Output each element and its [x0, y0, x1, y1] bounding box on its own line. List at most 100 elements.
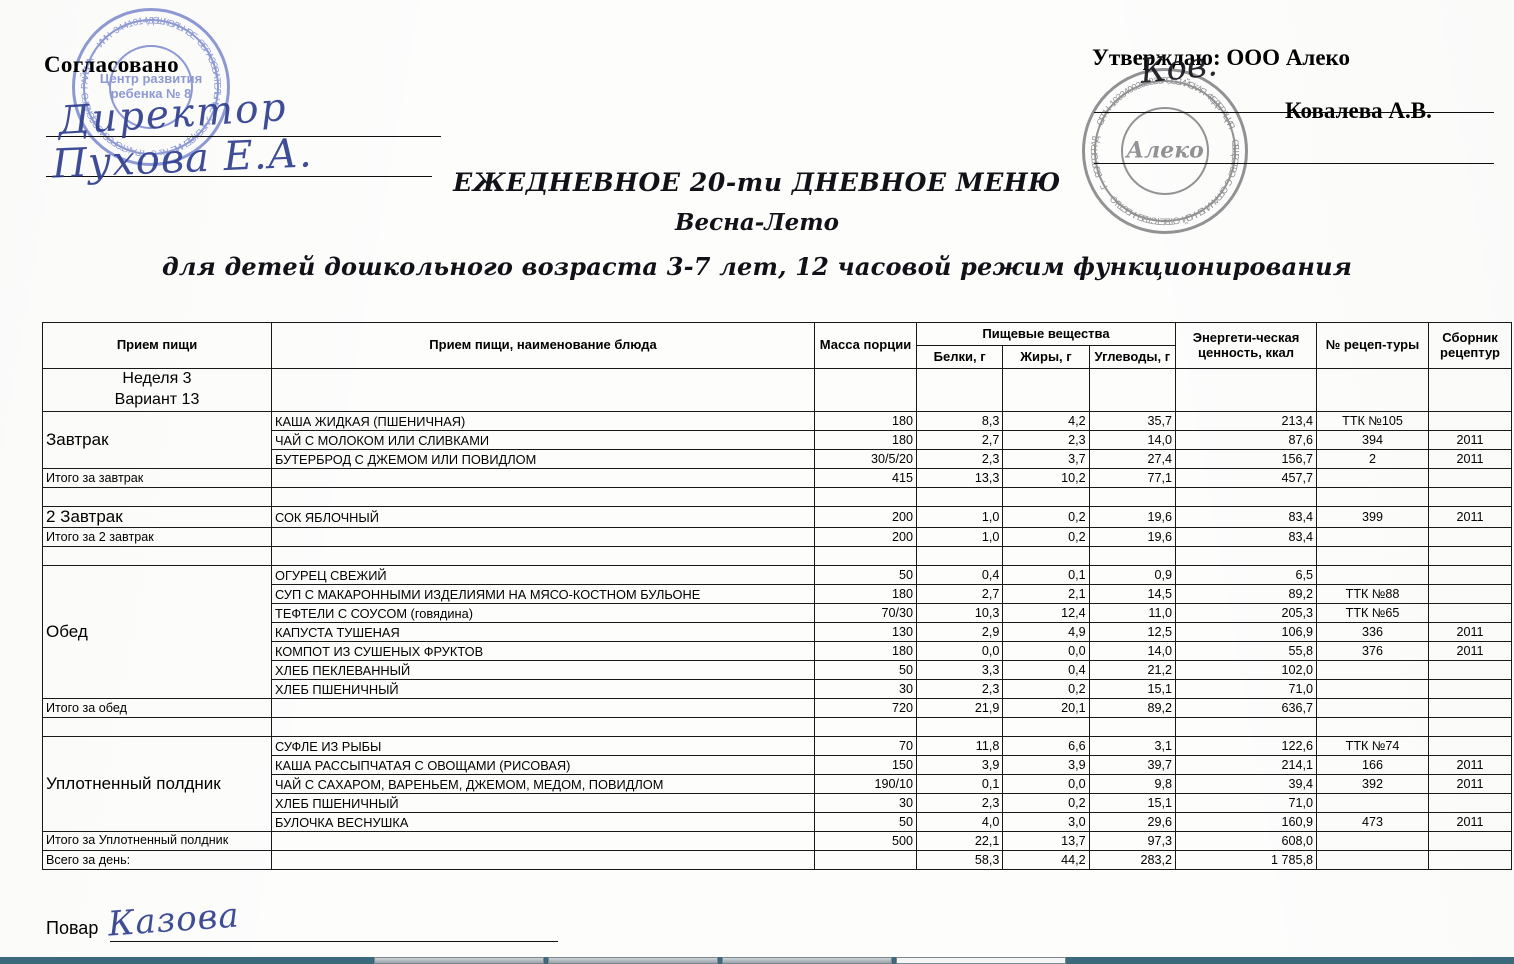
recipe-no-cell: 399 [1316, 506, 1429, 528]
empty-cell [1088, 717, 1177, 737]
recipe-no-cell: ТТК №74 [1316, 736, 1429, 756]
dish-name-cell: ХЛЕБ ПЕКЛЕВАННЫЙ [271, 660, 815, 680]
carbs-cell: 14,5 [1088, 584, 1177, 604]
fat-total-cell: 20,1 [1002, 698, 1090, 718]
dish-name-cell: ХЛЕБ ПШЕНИЧНЫЙ [271, 679, 815, 699]
portion-mass-cell: 50 [814, 660, 917, 680]
col-header-protein: Белки, г [915, 345, 1004, 369]
empty-cell [1175, 368, 1317, 412]
dish-name-cell: БУТЕРБРОД С ДЖЕМОМ ИЛИ ПОВИДЛОМ [271, 449, 815, 469]
recipe-book-cell: 2011 [1428, 430, 1512, 450]
empty-cell [1428, 717, 1512, 737]
authorized-by-name: Ковалева А.В. [1285, 98, 1432, 123]
energy-cell: 156,7 [1175, 449, 1317, 469]
empty-cell [1428, 546, 1512, 566]
menu-row: КАША РАССЫПЧАТАЯ С ОВОЩАМИ (РИСОВАЯ) 150 3… [43, 755, 1512, 775]
energy-cell: 71,0 [1175, 679, 1317, 699]
taskbar-window-button[interactable] [722, 957, 892, 964]
energy-total-cell: 83,4 [1175, 527, 1317, 547]
empty-cell [271, 468, 815, 488]
taskbar-start-area[interactable] [0, 957, 372, 964]
protein-cell: 2,7 [915, 430, 1004, 450]
portion-mass-total-cell: 415 [814, 468, 917, 488]
carbs-cell: 14,0 [1088, 641, 1177, 661]
os-taskbar[interactable] [0, 957, 1514, 964]
carbs-total-cell: 77,1 [1088, 468, 1177, 488]
dish-name-cell: КАША РАССЫПЧАТАЯ С ОВОЩАМИ (РИСОВАЯ) [271, 755, 815, 775]
menu-table-body: Неделя 3 Вариант 13 Завтрак КАША ЖИДКАЯ (ПШ… [42, 368, 1512, 870]
taskbar-window-button[interactable] [548, 957, 718, 964]
dish-name-cell: ЧАЙ С САХАРОМ, ВАРЕНЬЕМ, ДЖЕМОМ, МЕДОМ, … [271, 774, 815, 794]
col-header-fat: Жиры, г [1002, 345, 1090, 369]
recipe-no-cell: 392 [1316, 774, 1429, 794]
portion-mass-cell: 130 [814, 622, 917, 642]
meal-name-cell: Завтрак [42, 411, 272, 469]
empty-cell [271, 368, 815, 412]
portion-mass-cell: 30 [814, 679, 917, 699]
recipe-book-cell: 2011 [1428, 449, 1512, 469]
portion-mass-cell: 150 [814, 755, 917, 775]
recipe-no-cell: 473 [1316, 812, 1429, 832]
recipe-book-cell [1428, 679, 1512, 699]
protein-cell: 8,3 [915, 411, 1004, 431]
dish-name-cell: КОМПОТ ИЗ СУШЕНЫХ ФРУКТОВ [271, 641, 815, 661]
section-total-label: Итого за завтрак [42, 468, 272, 488]
section-total-row: Итого за обед 720 21,9 20,1 89,2 636,7 [42, 698, 1512, 718]
empty-cell [915, 368, 1004, 412]
fat-cell: 3,7 [1002, 449, 1090, 469]
protein-cell: 2,3 [915, 679, 1004, 699]
protein-total-cell: 1,0 [915, 527, 1004, 547]
energy-cell: 71,0 [1175, 793, 1317, 813]
protein-cell: 2,7 [915, 584, 1004, 604]
portion-mass-total-cell: 720 [814, 698, 917, 718]
handwritten-signature-cook: Казова [106, 895, 241, 945]
portion-mass-cell: 180 [814, 641, 917, 661]
empty-cell [1316, 487, 1429, 507]
portion-mass-cell: 180 [814, 411, 917, 431]
dish-name-cell: СУФЛЕ ИЗ РЫБЫ [271, 736, 815, 756]
carbs-cell: 12,5 [1088, 622, 1177, 642]
protein-cell: 3,3 [915, 660, 1004, 680]
recipe-no-cell: ТТК №88 [1316, 584, 1429, 604]
col-header-nutrients: Пищевые вещества [916, 322, 1176, 346]
taskbar-tray-area[interactable] [1068, 957, 1514, 964]
fat-total-cell: 10,2 [1002, 468, 1090, 488]
signature-rule-left-2 [46, 176, 432, 177]
empty-cell [1316, 368, 1429, 412]
empty-cell [271, 487, 815, 507]
portion-mass-cell: 70/30 [814, 603, 917, 623]
section-total-row: Итого за 2 завтрак 200 1,0 0,2 19,6 83,4 [42, 527, 1512, 547]
energy-total-cell: 457,7 [1175, 468, 1317, 488]
fat-cell: 2,3 [1002, 430, 1090, 450]
fat-cell: 0,2 [1002, 793, 1090, 813]
energy-cell: 39,4 [1175, 774, 1317, 794]
protein-cell: 0,4 [915, 565, 1004, 585]
dish-name-cell: ХЛЕБ ПШЕНИЧНЫЙ [271, 793, 815, 813]
energy-cell: 160,9 [1175, 812, 1317, 832]
recipe-book-cell [1428, 527, 1512, 547]
empty-cell [1316, 717, 1429, 737]
energy-cell: 102,0 [1175, 660, 1317, 680]
taskbar-window-button[interactable] [374, 957, 544, 964]
empty-cell [1316, 546, 1429, 566]
recipe-no-cell [1316, 698, 1429, 718]
recipe-no-cell [1316, 831, 1429, 851]
menu-row: КАПУСТА ТУШЕНАЯ 130 2,9 4,9 12,5 106,9 336 2011 [43, 622, 1512, 642]
portion-mass-cell: 190/10 [814, 774, 917, 794]
protein-cell: 3,9 [915, 755, 1004, 775]
menu-table: Прием пищи Прием пищи, наименование блюд… [42, 322, 1512, 870]
recipe-book-cell [1428, 850, 1512, 870]
energy-cell: 122,6 [1175, 736, 1317, 756]
portion-mass-cell: 180 [814, 430, 917, 450]
week-variant-row: Неделя 3 Вариант 13 [42, 368, 1512, 412]
recipe-book-cell: 2011 [1428, 506, 1512, 528]
section-total-row: Итого за завтрак 415 13,3 10,2 77,1 457,7 [42, 468, 1512, 488]
taskbar-window-button-active[interactable] [896, 957, 1066, 964]
recipe-no-cell [1316, 793, 1429, 813]
dish-name-cell: ТЕФТЕЛИ С СОУСОМ (говядина) [271, 603, 815, 623]
empty-cell [1088, 546, 1177, 566]
empty-cell [271, 698, 815, 718]
carbs-cell: 21,2 [1088, 660, 1177, 680]
